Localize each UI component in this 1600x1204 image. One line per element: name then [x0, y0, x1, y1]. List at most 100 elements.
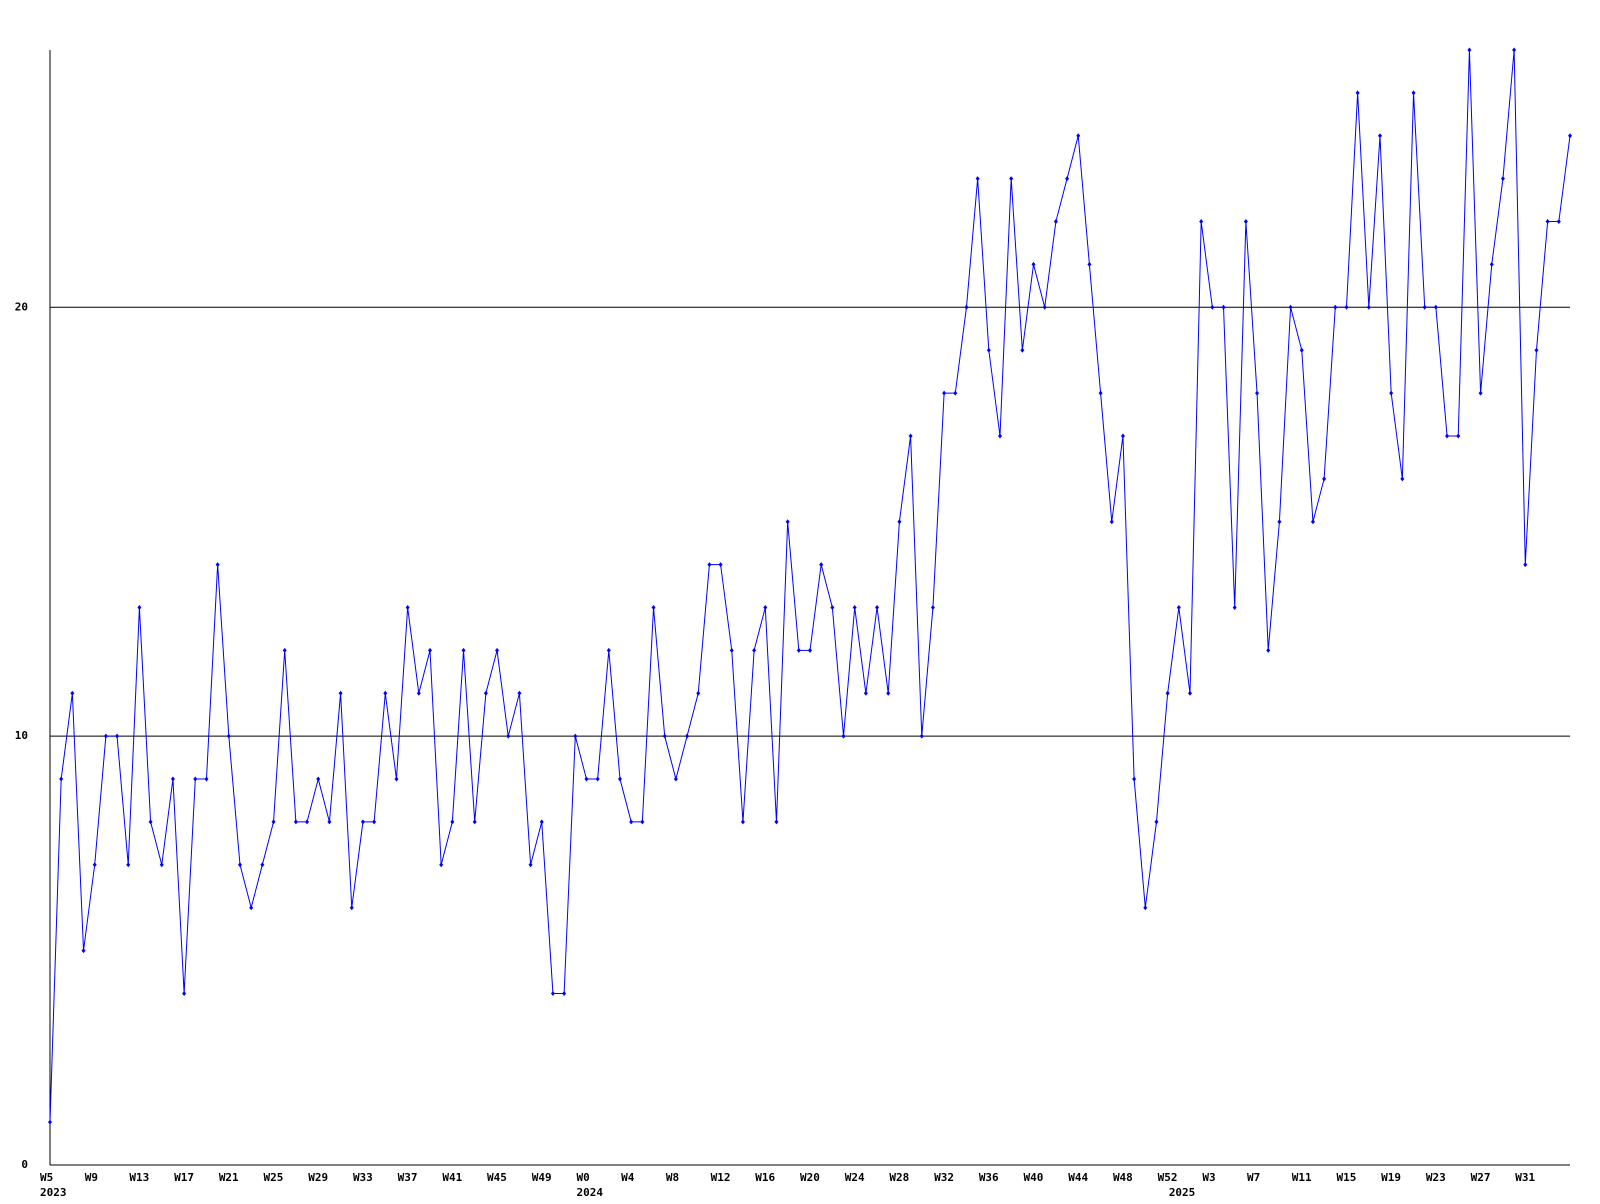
data-point: [573, 733, 578, 739]
data-point: [1076, 133, 1081, 139]
data-point: [1109, 519, 1114, 525]
x-tick-label: W33: [353, 1171, 373, 1184]
data-point: [383, 690, 388, 696]
data-point: [1020, 347, 1025, 353]
data-point: [785, 519, 790, 525]
data-point: [506, 733, 511, 739]
x-tick-label: W5: [40, 1171, 53, 1184]
data-point: [1266, 647, 1271, 653]
x-tick-label: W13: [129, 1171, 149, 1184]
data-point: [48, 1119, 52, 1125]
data-point: [1299, 347, 1304, 353]
data-point: [886, 690, 891, 696]
data-point: [148, 819, 153, 825]
data-point: [640, 819, 645, 825]
data-point: [1087, 261, 1092, 267]
x-tick-label: W17: [174, 1171, 194, 1184]
data-point: [1400, 476, 1405, 482]
data-point: [584, 776, 589, 782]
data-point: [1120, 433, 1125, 439]
data-point: [349, 905, 354, 911]
data-point: [238, 862, 242, 868]
data-point: [763, 605, 768, 610]
x-tick-label: W28: [889, 1171, 909, 1184]
data-point: [226, 733, 231, 739]
data-point: [1389, 390, 1394, 396]
data-point: [1445, 433, 1450, 439]
data-point: [1277, 519, 1282, 525]
data-point: [863, 690, 868, 696]
x-year-label: 2024: [576, 1186, 603, 1199]
data-point: [1053, 219, 1058, 225]
data-point: [819, 562, 824, 568]
data-point: [606, 647, 611, 653]
data-point: [986, 347, 991, 353]
y-tick-label: 20: [15, 300, 28, 313]
data-point: [1545, 219, 1550, 225]
x-tick-label: W32: [934, 1171, 954, 1184]
data-point: [729, 647, 734, 653]
data-point: [774, 819, 779, 825]
data-point: [1031, 261, 1036, 267]
data-point: [271, 819, 276, 825]
data-point: [115, 733, 120, 739]
x-tick-label: W37: [398, 1171, 418, 1184]
data-point: [483, 690, 488, 696]
x-tick-label: W7: [1247, 1171, 1260, 1184]
data-point: [1500, 176, 1505, 182]
data-point: [1188, 690, 1192, 696]
data-point: [517, 690, 522, 696]
data-point: [372, 819, 377, 825]
x-tick-label: W31: [1515, 1171, 1535, 1184]
data-point: [685, 733, 690, 739]
data-point: [1333, 304, 1338, 310]
data-point: [1556, 219, 1561, 225]
data-point: [249, 905, 254, 911]
data-point: [159, 862, 164, 868]
data-point: [696, 690, 701, 696]
x-tick-label: W29: [308, 1171, 328, 1184]
data-point: [1411, 90, 1416, 96]
data-point: [718, 562, 723, 568]
x-tick-label: W8: [666, 1171, 679, 1184]
data-point: [1467, 47, 1472, 53]
x-tick-label: W25: [264, 1171, 284, 1184]
data-line: [49, 49, 1571, 1123]
data-point: [439, 862, 444, 868]
data-point: [975, 176, 980, 182]
data-point: [1344, 304, 1349, 310]
data-point: [126, 862, 131, 868]
data-point: [528, 862, 533, 868]
data-point: [1534, 347, 1539, 353]
data-point: [495, 647, 500, 653]
x-tick-label: W52: [1158, 1171, 1178, 1184]
data-point: [1568, 133, 1572, 139]
data-point: [182, 990, 187, 996]
data-point: [1433, 304, 1438, 310]
data-point: [796, 647, 801, 653]
data-point: [103, 733, 108, 739]
data-point: [1422, 304, 1427, 310]
data-point: [416, 690, 421, 696]
data-point: [618, 776, 622, 782]
data-point: [1098, 390, 1103, 396]
data-point: [81, 948, 86, 954]
y-tick-label: 10: [15, 729, 28, 742]
data-point: [852, 605, 857, 610]
x-year-label: 2023: [40, 1186, 67, 1199]
data-point: [260, 862, 265, 868]
data-point: [1243, 219, 1248, 225]
x-tick-label: W21: [219, 1171, 239, 1184]
data-point: [942, 390, 947, 396]
data-point: [1199, 219, 1204, 225]
data-point: [919, 733, 924, 739]
data-point: [1322, 476, 1327, 482]
x-tick-label: W15: [1336, 1171, 1356, 1184]
data-point: [137, 605, 142, 610]
data-point: [964, 304, 969, 310]
x-tick-label: W4: [621, 1171, 635, 1184]
x-tick-label: W44: [1068, 1171, 1088, 1184]
data-point: [472, 819, 477, 825]
data-point: [170, 776, 175, 782]
